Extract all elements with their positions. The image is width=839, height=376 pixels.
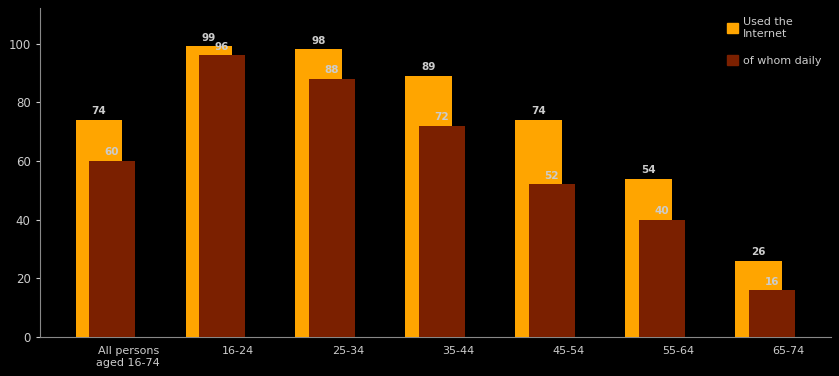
Bar — [515, 120, 561, 337]
Text: 40: 40 — [654, 206, 669, 216]
Text: 89: 89 — [421, 62, 435, 72]
Bar — [185, 47, 232, 337]
Text: 88: 88 — [325, 65, 339, 75]
Text: 74: 74 — [531, 106, 546, 116]
Bar — [625, 179, 671, 337]
Bar — [199, 55, 245, 337]
Bar — [89, 161, 135, 337]
Text: 26: 26 — [751, 247, 766, 257]
Text: 54: 54 — [641, 165, 656, 175]
Text: 96: 96 — [215, 42, 229, 52]
Bar — [309, 79, 355, 337]
Bar — [748, 290, 795, 337]
Bar — [529, 184, 575, 337]
Text: 52: 52 — [545, 171, 559, 181]
Text: 98: 98 — [311, 36, 326, 46]
Bar — [638, 220, 685, 337]
Legend: Used the
Internet, of whom daily: Used the Internet, of whom daily — [723, 14, 825, 70]
Bar — [419, 126, 465, 337]
Bar — [295, 49, 341, 337]
Text: 74: 74 — [91, 106, 106, 116]
Bar — [405, 76, 451, 337]
Text: 72: 72 — [435, 112, 449, 122]
Bar — [76, 120, 122, 337]
Text: 16: 16 — [764, 277, 779, 287]
Text: 60: 60 — [105, 147, 119, 158]
Text: 99: 99 — [201, 33, 216, 43]
Bar — [735, 261, 781, 337]
